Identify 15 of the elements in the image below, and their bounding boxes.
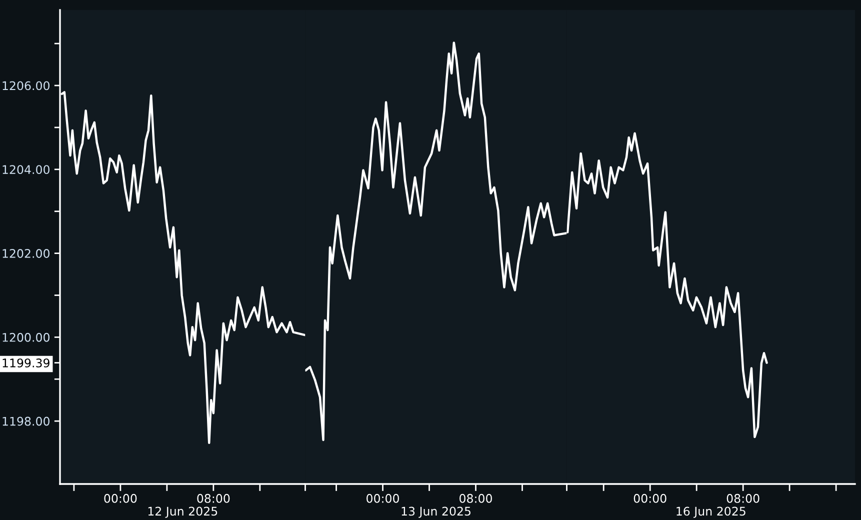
x-axis-title: 16 Jun 2025 — [676, 506, 746, 518]
x-axis-title: 13 Jun 2025 — [402, 506, 470, 518]
y-tick-label: 1198.00 — [2, 416, 50, 426]
x-tick-label: 08:00 — [460, 494, 492, 503]
y-tick-label: 1204.00 — [2, 165, 50, 174]
y-tick-label: 1200.00 — [2, 332, 50, 342]
x-tick-label: 00:00 — [634, 494, 666, 503]
x-tick-label: 00:00 — [104, 494, 137, 503]
x-axis-title: 12 Jun 2025 — [148, 506, 218, 518]
x-tick-label: 00:00 — [366, 494, 399, 503]
y-tick-label: 1206.00 — [2, 81, 50, 90]
x-tick-label: 08:00 — [726, 494, 760, 503]
x-tick-label: 08:00 — [197, 494, 230, 503]
y-tick-label: 1202.00 — [2, 249, 50, 258]
y-tick-label: 1199.39 — [2, 358, 50, 368]
